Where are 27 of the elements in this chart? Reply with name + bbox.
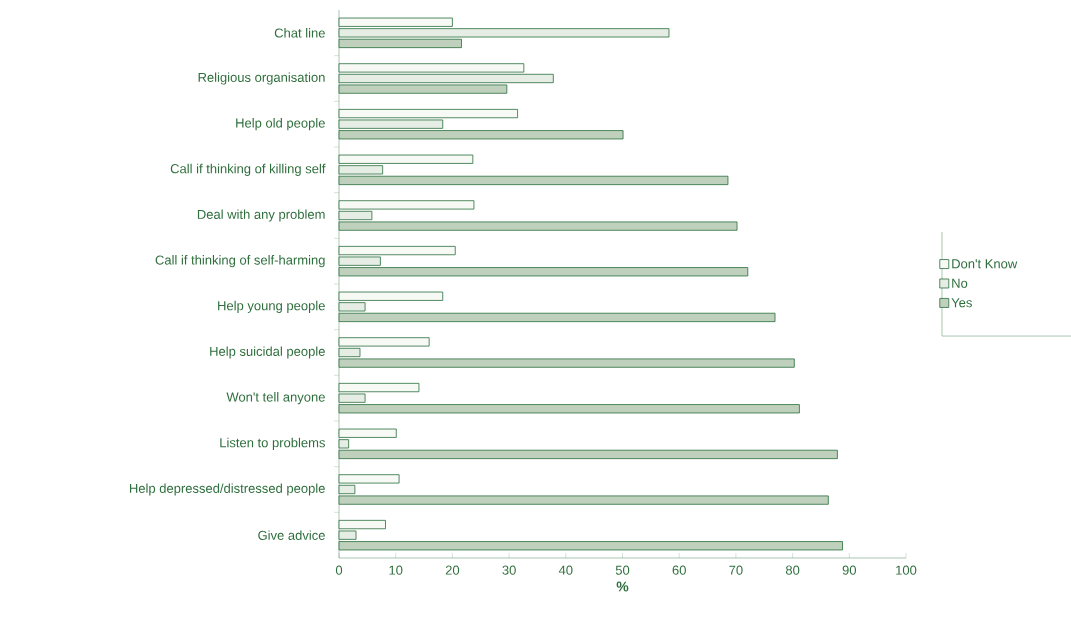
legend-label: Yes bbox=[951, 298, 972, 308]
x-tick-label: 60 bbox=[672, 565, 686, 575]
x-tick-label: 20 bbox=[445, 565, 460, 575]
x-tick-label: 30 bbox=[502, 565, 516, 575]
y-tick-label: Help young people bbox=[218, 300, 325, 313]
y-tick-label: Religious organisation bbox=[198, 72, 325, 85]
x-tick-label: 0 bbox=[335, 565, 343, 575]
x-tick-label: 80 bbox=[785, 565, 800, 575]
y-tick-label: Won't tell anyone bbox=[226, 392, 325, 405]
x-tick-label: 50 bbox=[615, 565, 630, 575]
x-tick-label: 70 bbox=[729, 565, 743, 575]
y-tick-label: Help depressed/distressed people bbox=[129, 483, 325, 496]
y-tick-label: Call if thinking of killing self bbox=[170, 163, 326, 176]
y-tick-label: Deal with any problem bbox=[197, 209, 325, 222]
x-tick-label: 90 bbox=[842, 565, 857, 575]
legend-label: No bbox=[952, 278, 968, 288]
y-tick-label: Give advice bbox=[258, 530, 325, 540]
x-axis-title: % bbox=[616, 581, 629, 592]
y-tick-label: Help suicidal people bbox=[210, 346, 325, 359]
y-tick-label: Call if thinking of self-harming bbox=[155, 255, 325, 268]
x-tick-label: 10 bbox=[389, 565, 403, 575]
x-tick-label: 100 bbox=[896, 565, 917, 575]
y-tick-label: Listen to problems bbox=[220, 437, 325, 450]
x-tick-label: 40 bbox=[558, 565, 573, 575]
y-tick-label: Chat line bbox=[274, 28, 325, 38]
y-tick-label: Help old people bbox=[236, 118, 325, 131]
legend-label: Don't Know bbox=[952, 259, 1018, 269]
